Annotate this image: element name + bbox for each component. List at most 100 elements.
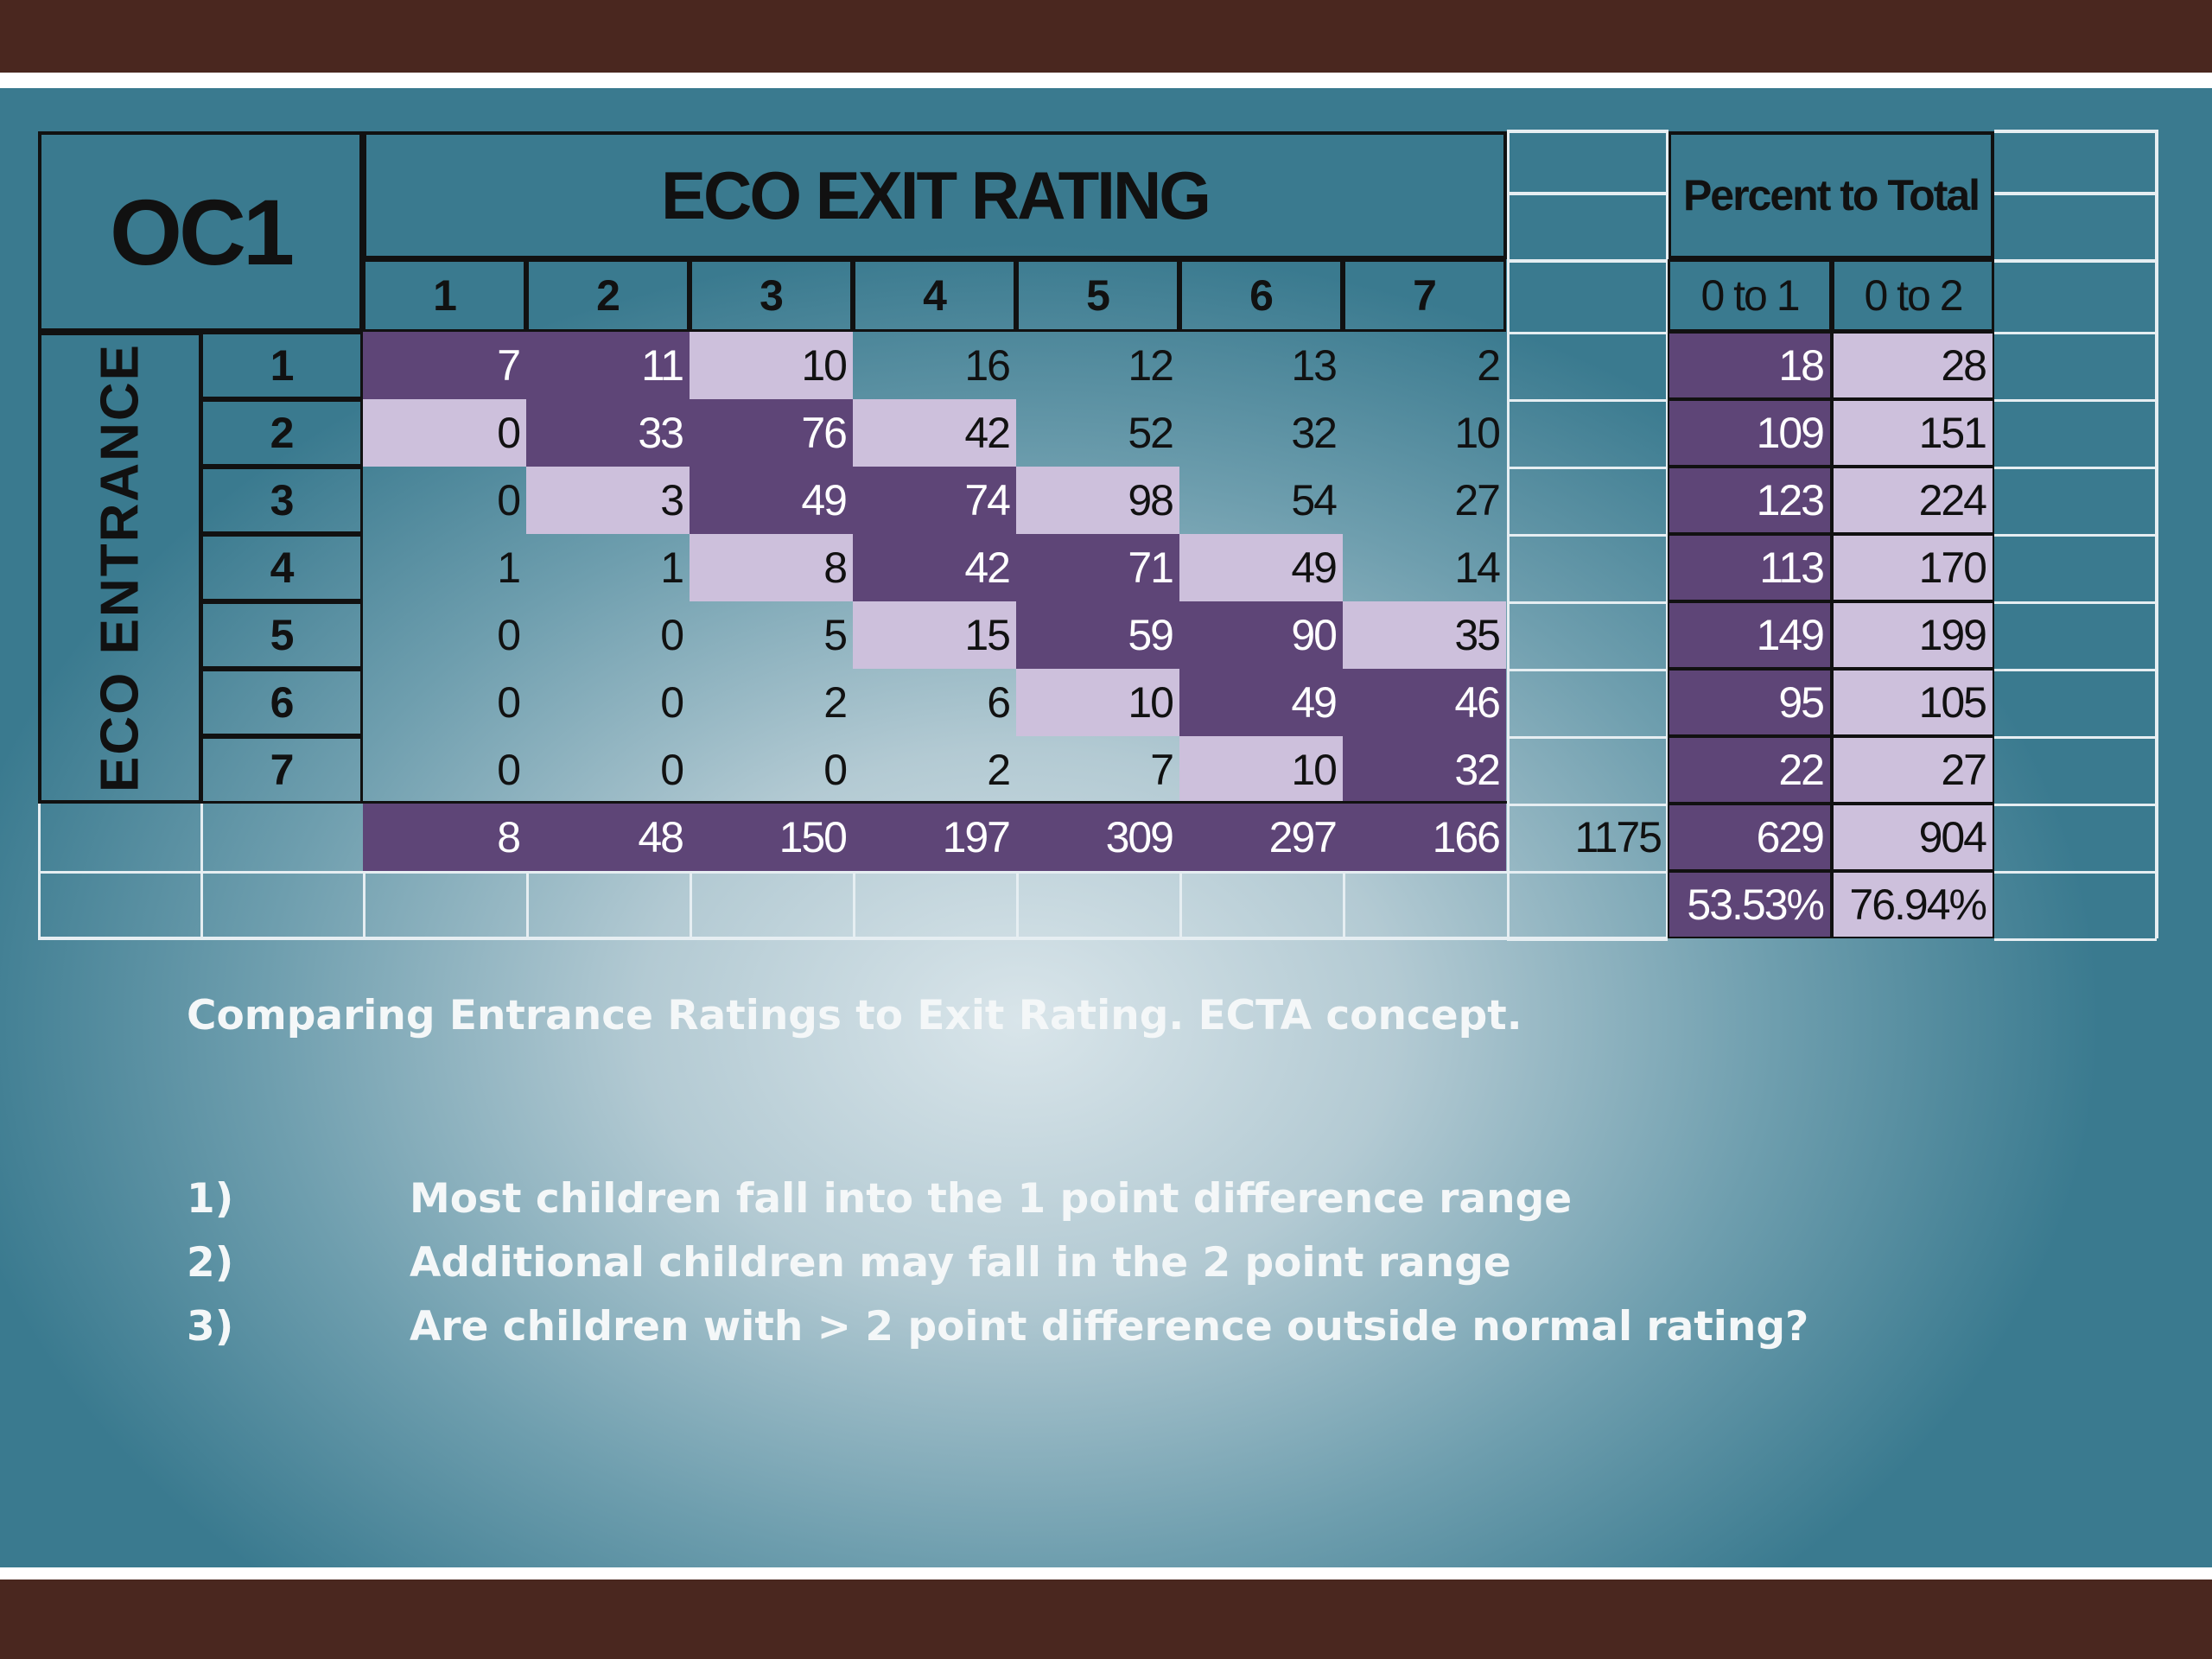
gridline (526, 804, 529, 938)
matrix-cell: 5 (823, 611, 848, 659)
table-title: OC1 (38, 131, 363, 332)
matrix-cell: 6 (987, 678, 1011, 727)
slide-caption: Comparing Entrance Ratings to Exit Ratin… (187, 992, 1522, 1039)
matrix-cell: 2 (1477, 341, 1501, 390)
matrix-cell: 14 (1454, 543, 1501, 592)
exit-column-header: 5 (1016, 259, 1179, 332)
gridline (1507, 534, 1668, 537)
gridline (200, 804, 203, 938)
column-total-cell: 166 (1343, 804, 1506, 871)
gridline (38, 937, 1668, 940)
percent-total-cell: 629 (1668, 804, 1832, 871)
bottom-brown-bar (0, 1580, 2212, 1659)
percent-cell: 18 (1668, 332, 1832, 399)
matrix-cell: 0 (497, 678, 521, 727)
matrix-cell: 0 (660, 746, 684, 794)
matrix-cell: 32 (1291, 409, 1338, 457)
percent-cell: 28 (1832, 332, 1994, 399)
entrance-rating-header: ECO ENTRANCE (90, 342, 150, 793)
matrix-cell: 2 (987, 746, 1011, 794)
matrix-cell: 76 (690, 399, 853, 467)
gridline (363, 804, 365, 938)
matrix-cell: 71 (1016, 534, 1179, 601)
matrix-cell: 11 (526, 332, 690, 399)
matrix-cell: 10 (690, 332, 853, 399)
matrix-cell: 46 (1343, 669, 1506, 736)
column-total-cell: 48 (526, 804, 690, 871)
gridline (1507, 467, 1668, 469)
matrix-cell: 0 (497, 746, 521, 794)
gridline (1507, 736, 1668, 739)
gridline (1507, 130, 1510, 938)
matrix-cell: 35 (1343, 601, 1506, 669)
entrance-row-header: 3 (200, 467, 363, 534)
top-white-line (0, 73, 2212, 88)
matrix-cell: 0 (660, 611, 684, 659)
matrix-cell: 52 (1128, 409, 1174, 457)
matrix-cell: 49 (1179, 534, 1343, 601)
percent-column-header: 0 to 2 (1832, 259, 1994, 332)
gridline (1994, 399, 2157, 402)
gridline (1994, 130, 2157, 133)
entrance-row-header: 4 (200, 534, 363, 601)
column-total-cell: 8 (363, 804, 526, 871)
percent-cell: 123 (1668, 467, 1832, 534)
column-total-cell: 297 (1179, 804, 1343, 871)
point-number: 2) (187, 1239, 234, 1287)
gridline (1994, 938, 2157, 941)
matrix-cell: 33 (526, 399, 690, 467)
gridline (690, 804, 692, 938)
gridline (1507, 669, 1668, 671)
matrix-cell: 42 (853, 534, 1016, 601)
matrix-cell: 59 (1016, 601, 1179, 669)
gridline (1994, 192, 2157, 195)
gridline (1994, 332, 2157, 334)
matrix-cell: 49 (690, 467, 853, 534)
percent-cell: 95 (1668, 669, 1832, 736)
matrix-cell: 0 (497, 611, 521, 659)
point-text: Most children fall into the 1 point diff… (410, 1175, 1573, 1223)
exit-column-header: 1 (363, 259, 526, 332)
matrix-cell: 10 (1016, 669, 1179, 736)
exit-column-header: 2 (526, 259, 690, 332)
gridline (1994, 601, 2157, 604)
percent-cell: 109 (1668, 399, 1832, 467)
gridline (1994, 467, 2157, 469)
gridline (1507, 601, 1668, 604)
percent-cell: 224 (1832, 467, 1994, 534)
percent-cell: 170 (1832, 534, 1994, 601)
matrix-cell: 74 (853, 467, 1016, 534)
exit-column-header: 6 (1179, 259, 1343, 332)
matrix-cell: 7 (1150, 746, 1174, 794)
matrix-cell: 49 (1179, 669, 1343, 736)
matrix-cell: 1 (497, 543, 521, 592)
point-number: 3) (187, 1303, 234, 1351)
gridline (853, 804, 855, 938)
percent-total-cell: 904 (1832, 804, 1994, 871)
percent-cell: 151 (1832, 399, 1994, 467)
entrance-rating-header-box: ECO ENTRANCE (38, 332, 202, 804)
column-total-cell: 309 (1016, 804, 1179, 871)
gridline (1507, 804, 1668, 806)
matrix-cell: 0 (823, 746, 848, 794)
gridline (1343, 804, 1345, 938)
gridline (1179, 804, 1182, 938)
matrix-cell: 0 (660, 678, 684, 727)
matrix-cell: 8 (690, 534, 853, 601)
matrix-cell: 10 (1454, 409, 1501, 457)
exit-column-header: 3 (690, 259, 853, 332)
gridline (1994, 804, 2157, 806)
percent-cell: 105 (1832, 669, 1994, 736)
gridline (1994, 871, 2157, 874)
matrix-cell: 2 (823, 678, 848, 727)
gridline (1507, 130, 1668, 133)
percent-cell: 149 (1668, 601, 1832, 669)
matrix-cell: 0 (497, 476, 521, 524)
matrix-cell: 32 (1343, 736, 1506, 804)
exit-rating-header: ECO EXIT RATING (363, 131, 1507, 259)
gridline (1507, 259, 1668, 263)
column-total-cell: 150 (690, 804, 853, 871)
matrix-cell: 3 (526, 467, 690, 534)
gridline (1507, 399, 1668, 402)
entrance-row-header: 2 (200, 399, 363, 467)
